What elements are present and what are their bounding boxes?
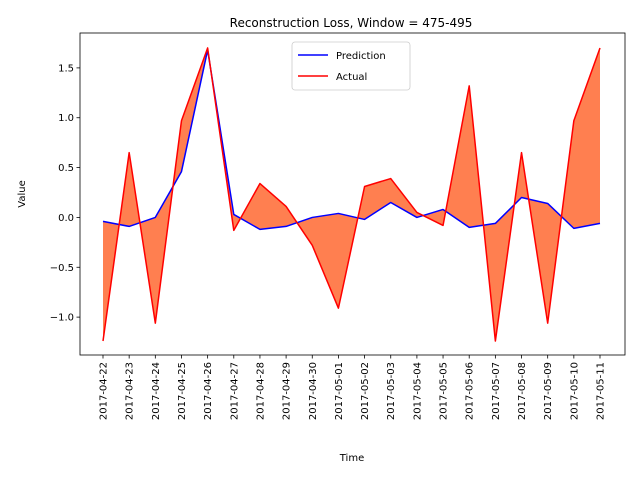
legend: Prediction Actual (291, 41, 411, 91)
x-tick-label: 2017-05-06 (465, 362, 476, 420)
x-tick-label: 2017-05-10 (569, 362, 580, 420)
y-tick-label: −1.0 (50, 313, 74, 324)
x-tick-label: 2017-04-30 (308, 362, 319, 420)
x-tick-label: 2017-05-09 (543, 362, 554, 420)
x-ticks: 2017-04-22 2017-04-23 2017-04-24 2017-04-25… (99, 355, 607, 420)
x-tick-label: 2017-04-22 (99, 362, 110, 420)
legend-label-prediction: Prediction (336, 51, 386, 62)
legend-frame (291, 41, 411, 91)
x-tick-label: 2017-04-25 (177, 362, 188, 420)
y-tick-label: −0.5 (50, 263, 74, 274)
series-lines (102, 47, 601, 342)
x-tick-label: 2017-05-01 (334, 362, 345, 420)
x-tick-label: 2017-04-29 (282, 362, 293, 420)
plot-frame (79, 32, 626, 356)
y-tick-label: 1.0 (58, 113, 74, 124)
x-tick-label: 2017-05-03 (386, 362, 397, 420)
x-tick-label: 2017-05-05 (439, 362, 450, 420)
y-tick-label: 1.5 (58, 63, 74, 74)
x-axis-label: Time (339, 453, 364, 464)
y-tick-label: 0.5 (58, 163, 74, 174)
series-line-actual (102, 47, 601, 342)
x-tick-label: 2017-04-23 (125, 362, 136, 420)
series-line-prediction (102, 49, 601, 231)
x-tick-label: 2017-05-02 (360, 362, 371, 420)
x-tick-label: 2017-05-04 (412, 362, 423, 420)
y-tick-label: 0.0 (58, 213, 74, 224)
y-ticks: 1.5 1.0 0.5 0.0 −0.5 −1.0 (50, 63, 80, 324)
x-tick-label: 2017-05-08 (517, 362, 528, 420)
y-axis-label: Value (17, 180, 28, 207)
x-tick-label: 2017-04-24 (151, 362, 162, 420)
difference-fill (103, 47, 600, 342)
x-tick-label: 2017-04-28 (255, 362, 266, 420)
x-tick-label: 2017-04-26 (203, 362, 214, 420)
fill-between-area (103, 47, 600, 342)
x-tick-label: 2017-04-27 (229, 362, 240, 420)
x-tick-label: 2017-05-11 (596, 362, 607, 420)
x-tick-label: 2017-05-07 (491, 362, 502, 420)
legend-label-actual: Actual (336, 72, 367, 83)
chart-title: Reconstruction Loss, Window = 475-495 (230, 16, 473, 30)
